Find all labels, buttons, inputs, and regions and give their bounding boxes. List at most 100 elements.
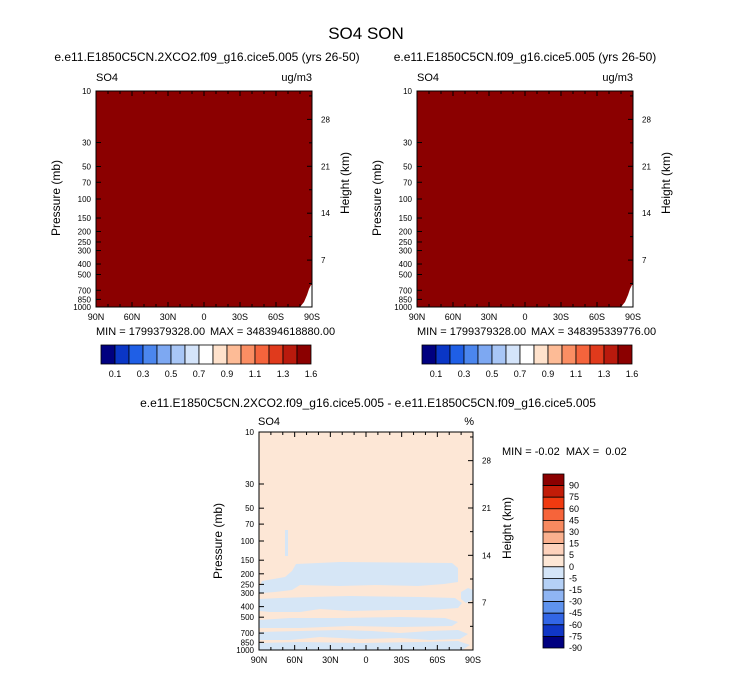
y-tick-label: 500 [78, 270, 92, 279]
colorbar-box [542, 612, 565, 626]
colorbar-box [449, 344, 465, 365]
panel-3-y2label: Height (km) [500, 497, 514, 559]
colorbar-box [268, 344, 284, 365]
y-tick-label: 850 [399, 295, 413, 304]
colorbar-label: 0.5 [486, 369, 499, 379]
colorbar-box [533, 344, 549, 365]
colorbar-label: 45 [569, 515, 579, 525]
colorbar-label: 0.3 [137, 369, 150, 379]
colorbar-box [561, 344, 577, 365]
panel-1-title: e.e11.E1850C5CN.2XCO2.f09_g16.cice5.005 … [54, 50, 359, 64]
y-tick-label: 70 [82, 178, 91, 187]
colorbar-label: 0 [569, 562, 574, 572]
colorbar-box [542, 473, 565, 487]
x-tick-label: 60N [286, 655, 303, 665]
y-tick-label: 100 [241, 537, 255, 546]
y-tick-label: 500 [241, 613, 255, 622]
panel-3-axes: 90N 60N 30N 0 30S 60S 90S 10 30 50 70 100 150 2002503… [236, 428, 491, 665]
colorbar-box [282, 344, 298, 365]
panel-1-colorbar: 0.1 0.3 0.5 0.7 0.9 1.1 1.3 1.6 [100, 344, 317, 379]
x-tick-label: 90S [304, 312, 320, 322]
x-tick-label: 30N [322, 655, 339, 665]
figure-title: SO4 SON [328, 24, 404, 43]
y-tick-label: 1000 [394, 303, 412, 312]
x-tick-label: 0 [201, 312, 206, 322]
colorbar-box [542, 554, 565, 568]
colorbar-box [421, 344, 437, 365]
panel-1-max-text: MAX = 348394618880.00 [210, 326, 335, 338]
field-fill [417, 91, 633, 307]
colorbar-box [542, 624, 565, 637]
y-tick-label: 200 [399, 228, 413, 237]
colorbar-box [542, 566, 565, 579]
colorbar-box [617, 344, 633, 365]
colorbar-box [603, 344, 619, 365]
panel-1-ylabel: Pressure (mb) [49, 160, 63, 236]
y2-tick-label: 21 [321, 162, 330, 171]
colorbar-label: 1.3 [277, 369, 290, 379]
colorbar-box [491, 344, 507, 365]
negative-region-mid-band [259, 596, 462, 612]
y-tick-label: 150 [399, 214, 413, 223]
y-tick-label: 100 [399, 195, 413, 204]
x-tick-label: 90S [625, 312, 641, 322]
y-tick-label: 100 [78, 195, 92, 204]
y2-tick-label: 14 [321, 209, 330, 218]
y-tick-label: 70 [403, 178, 412, 187]
x-tick-label: 90N [88, 312, 105, 322]
y2-tick-label: 21 [642, 162, 651, 171]
panel-3-left-label: SO4 [258, 416, 280, 428]
surface-mask [300, 285, 312, 307]
colorbar-box [542, 589, 565, 603]
y-tick-label: 200 [241, 570, 255, 579]
y-tick-label: 300 [78, 247, 92, 256]
y-tick-label: 250 [241, 580, 255, 589]
colorbar-label: -5 [569, 573, 577, 583]
x-tick-label: 60S [429, 655, 445, 665]
panel-3-plot-area [258, 431, 474, 651]
y-tick-label: 50 [245, 504, 254, 513]
y-tick-label: 400 [399, 260, 413, 269]
y2-tick-label: 28 [642, 115, 651, 124]
colorbar-label: 5 [569, 550, 574, 560]
colorbar-label: -90 [569, 643, 582, 653]
y-tick-label: 150 [78, 214, 92, 223]
panel-2-right-label: ug/m3 [602, 72, 633, 84]
x-tick-label: 30S [232, 312, 248, 322]
negative-region-lower-band-2 [259, 630, 468, 640]
y-tick-label: 500 [399, 270, 413, 279]
colorbar-box [170, 344, 186, 365]
colorbar-label: 75 [569, 492, 579, 502]
x-tick-label: 60S [268, 312, 284, 322]
colorbar-box [542, 578, 565, 591]
y-tick-label: 700 [399, 286, 413, 295]
panel-1-left-label: SO4 [96, 72, 118, 84]
y-tick-label: 70 [245, 520, 254, 529]
colorbar-label: 0.9 [221, 369, 234, 379]
y-tick-label: 10 [245, 428, 254, 437]
y-tick-label: 300 [399, 247, 413, 256]
colorbar-box [184, 344, 200, 365]
colorbar-label: 0.5 [165, 369, 178, 379]
y-tick-label: 30 [82, 139, 91, 148]
panel-2-colorbar: 0.1 0.3 0.5 0.7 0.9 1.1 1.3 1.6 [421, 344, 638, 379]
colorbar-label: 60 [569, 504, 579, 514]
y-tick-label: 400 [241, 603, 255, 612]
panel-1-plot-area: 90N 60N 30N 0 30S 60S 90S 10 30 50 70 100 150 2002503… [73, 87, 330, 322]
colorbar-label: 1.3 [598, 369, 611, 379]
y-tick-label: 250 [78, 238, 92, 247]
panel-3-right-label: % [464, 416, 474, 428]
x-tick-label: 30S [394, 655, 410, 665]
colorbar-label: 30 [569, 527, 579, 537]
colorbar-box [198, 344, 214, 365]
panel-2-max-text: MAX = 348395339776.00 [531, 326, 656, 338]
panel-3-negative-regions [259, 530, 473, 650]
y-tick-label: 30 [403, 139, 412, 148]
colorbar-box [542, 485, 565, 498]
colorbar-label: -30 [569, 597, 582, 607]
y2-tick-label: 7 [321, 256, 326, 265]
panel-2-y2label: Height (km) [659, 152, 673, 214]
y2-tick-label: 7 [482, 599, 487, 608]
